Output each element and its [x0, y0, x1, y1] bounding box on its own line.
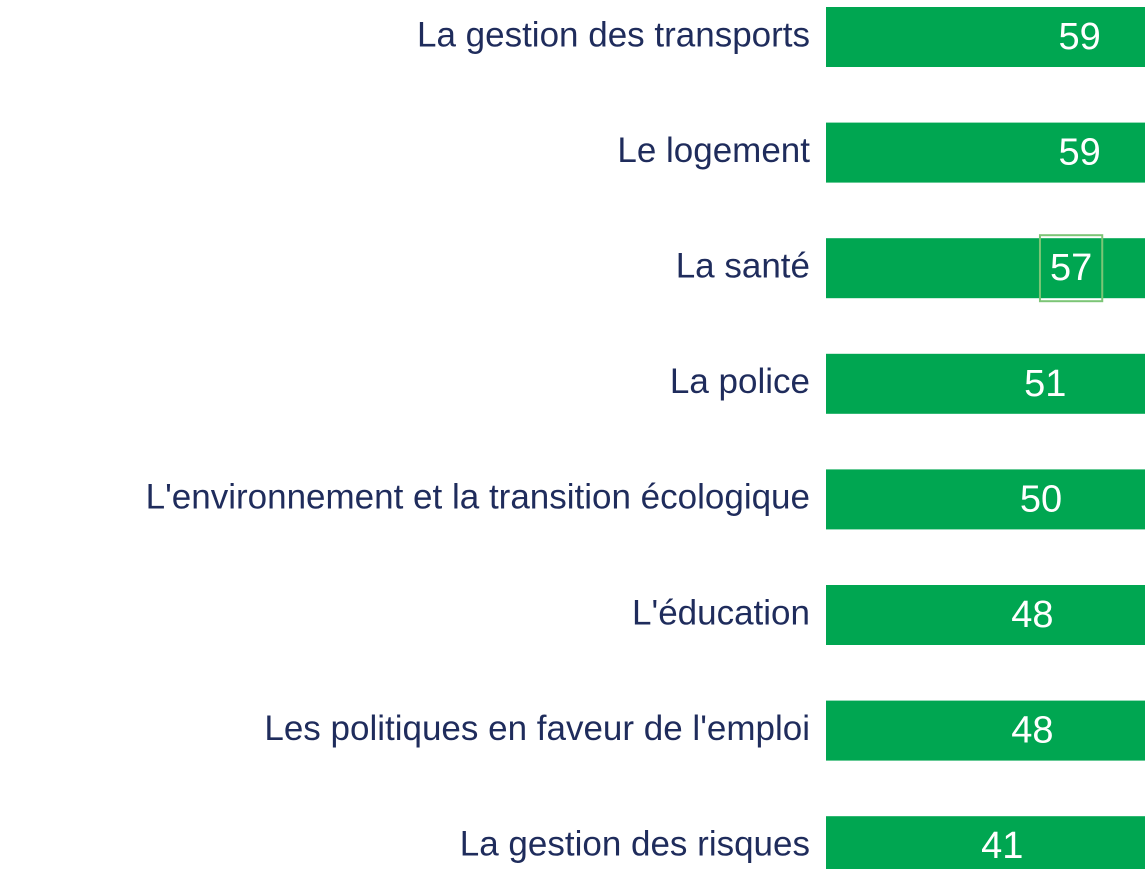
- value-label: 48: [1011, 710, 1053, 752]
- bar: [826, 585, 1145, 645]
- bar: [826, 122, 1145, 183]
- category-label: L'éducation: [632, 593, 810, 632]
- bar: [826, 353, 1145, 414]
- value-label: 51: [1024, 363, 1066, 405]
- category-label: La gestion des transports: [417, 15, 810, 54]
- category-label: La santé: [676, 246, 810, 285]
- category-label: La gestion des risques: [460, 824, 810, 863]
- bar: [826, 700, 1145, 761]
- value-label: 59: [1059, 132, 1101, 174]
- value-label: 50: [1020, 478, 1062, 520]
- value-label: 59: [1059, 16, 1101, 58]
- selection-box: [1038, 234, 1104, 303]
- value-label: 57: [1050, 247, 1092, 289]
- bar: [826, 816, 1145, 869]
- bar: [826, 7, 1145, 67]
- category-label: L'environnement et la transition écologi…: [146, 478, 810, 517]
- bar: [826, 469, 1145, 530]
- category-label: La police: [670, 362, 810, 401]
- value-label: 48: [1011, 594, 1053, 636]
- category-label: Le logement: [617, 131, 810, 170]
- bar: [826, 238, 1145, 299]
- value-label: 41: [981, 825, 1023, 867]
- category-label: Les politiques en faveur de l'emploi: [264, 709, 810, 748]
